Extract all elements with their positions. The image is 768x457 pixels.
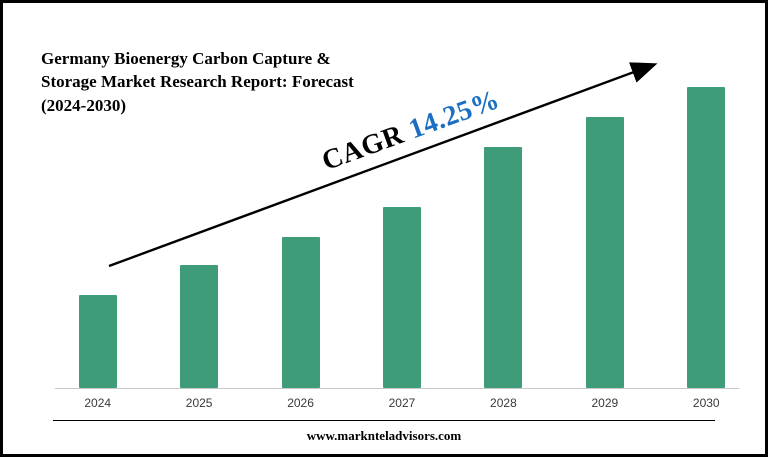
bar-column [47,87,148,388]
x-axis-label-2030: 2030 [692,396,720,410]
bars-container [47,87,757,388]
bar-column [656,87,757,388]
bar-column [351,87,452,388]
bar-2028 [484,147,523,388]
x-axis-label-2027: 2027 [388,396,416,410]
x-axis-label-2029: 2029 [591,396,619,410]
x-axis-label-2025: 2025 [185,396,213,410]
x-axis-label-2024: 2024 [84,396,112,410]
bar-2024 [78,295,117,388]
bar-column [453,87,554,388]
bar-column [554,87,655,388]
bar-column [250,87,351,388]
bar-2026 [281,237,320,388]
x-axis-label-2028: 2028 [490,396,517,410]
bar-2030 [687,87,726,388]
bar-chart: 2024 2025 2026 2027 2028 2029 2030 [47,87,757,410]
footer-divider [53,420,715,421]
bar-column [148,87,249,388]
footer: www.marknteladvisors.com [3,420,765,454]
website-link: www.marknteladvisors.com [306,428,462,443]
x-axis-labels: 2024 2025 2026 2027 2028 2029 2030 [47,388,757,410]
x-axis-label-2026: 2026 [287,396,314,410]
bar-2025 [180,265,219,388]
bar-2027 [382,207,421,388]
bar-2029 [585,117,624,388]
x-axis-line [55,388,739,389]
